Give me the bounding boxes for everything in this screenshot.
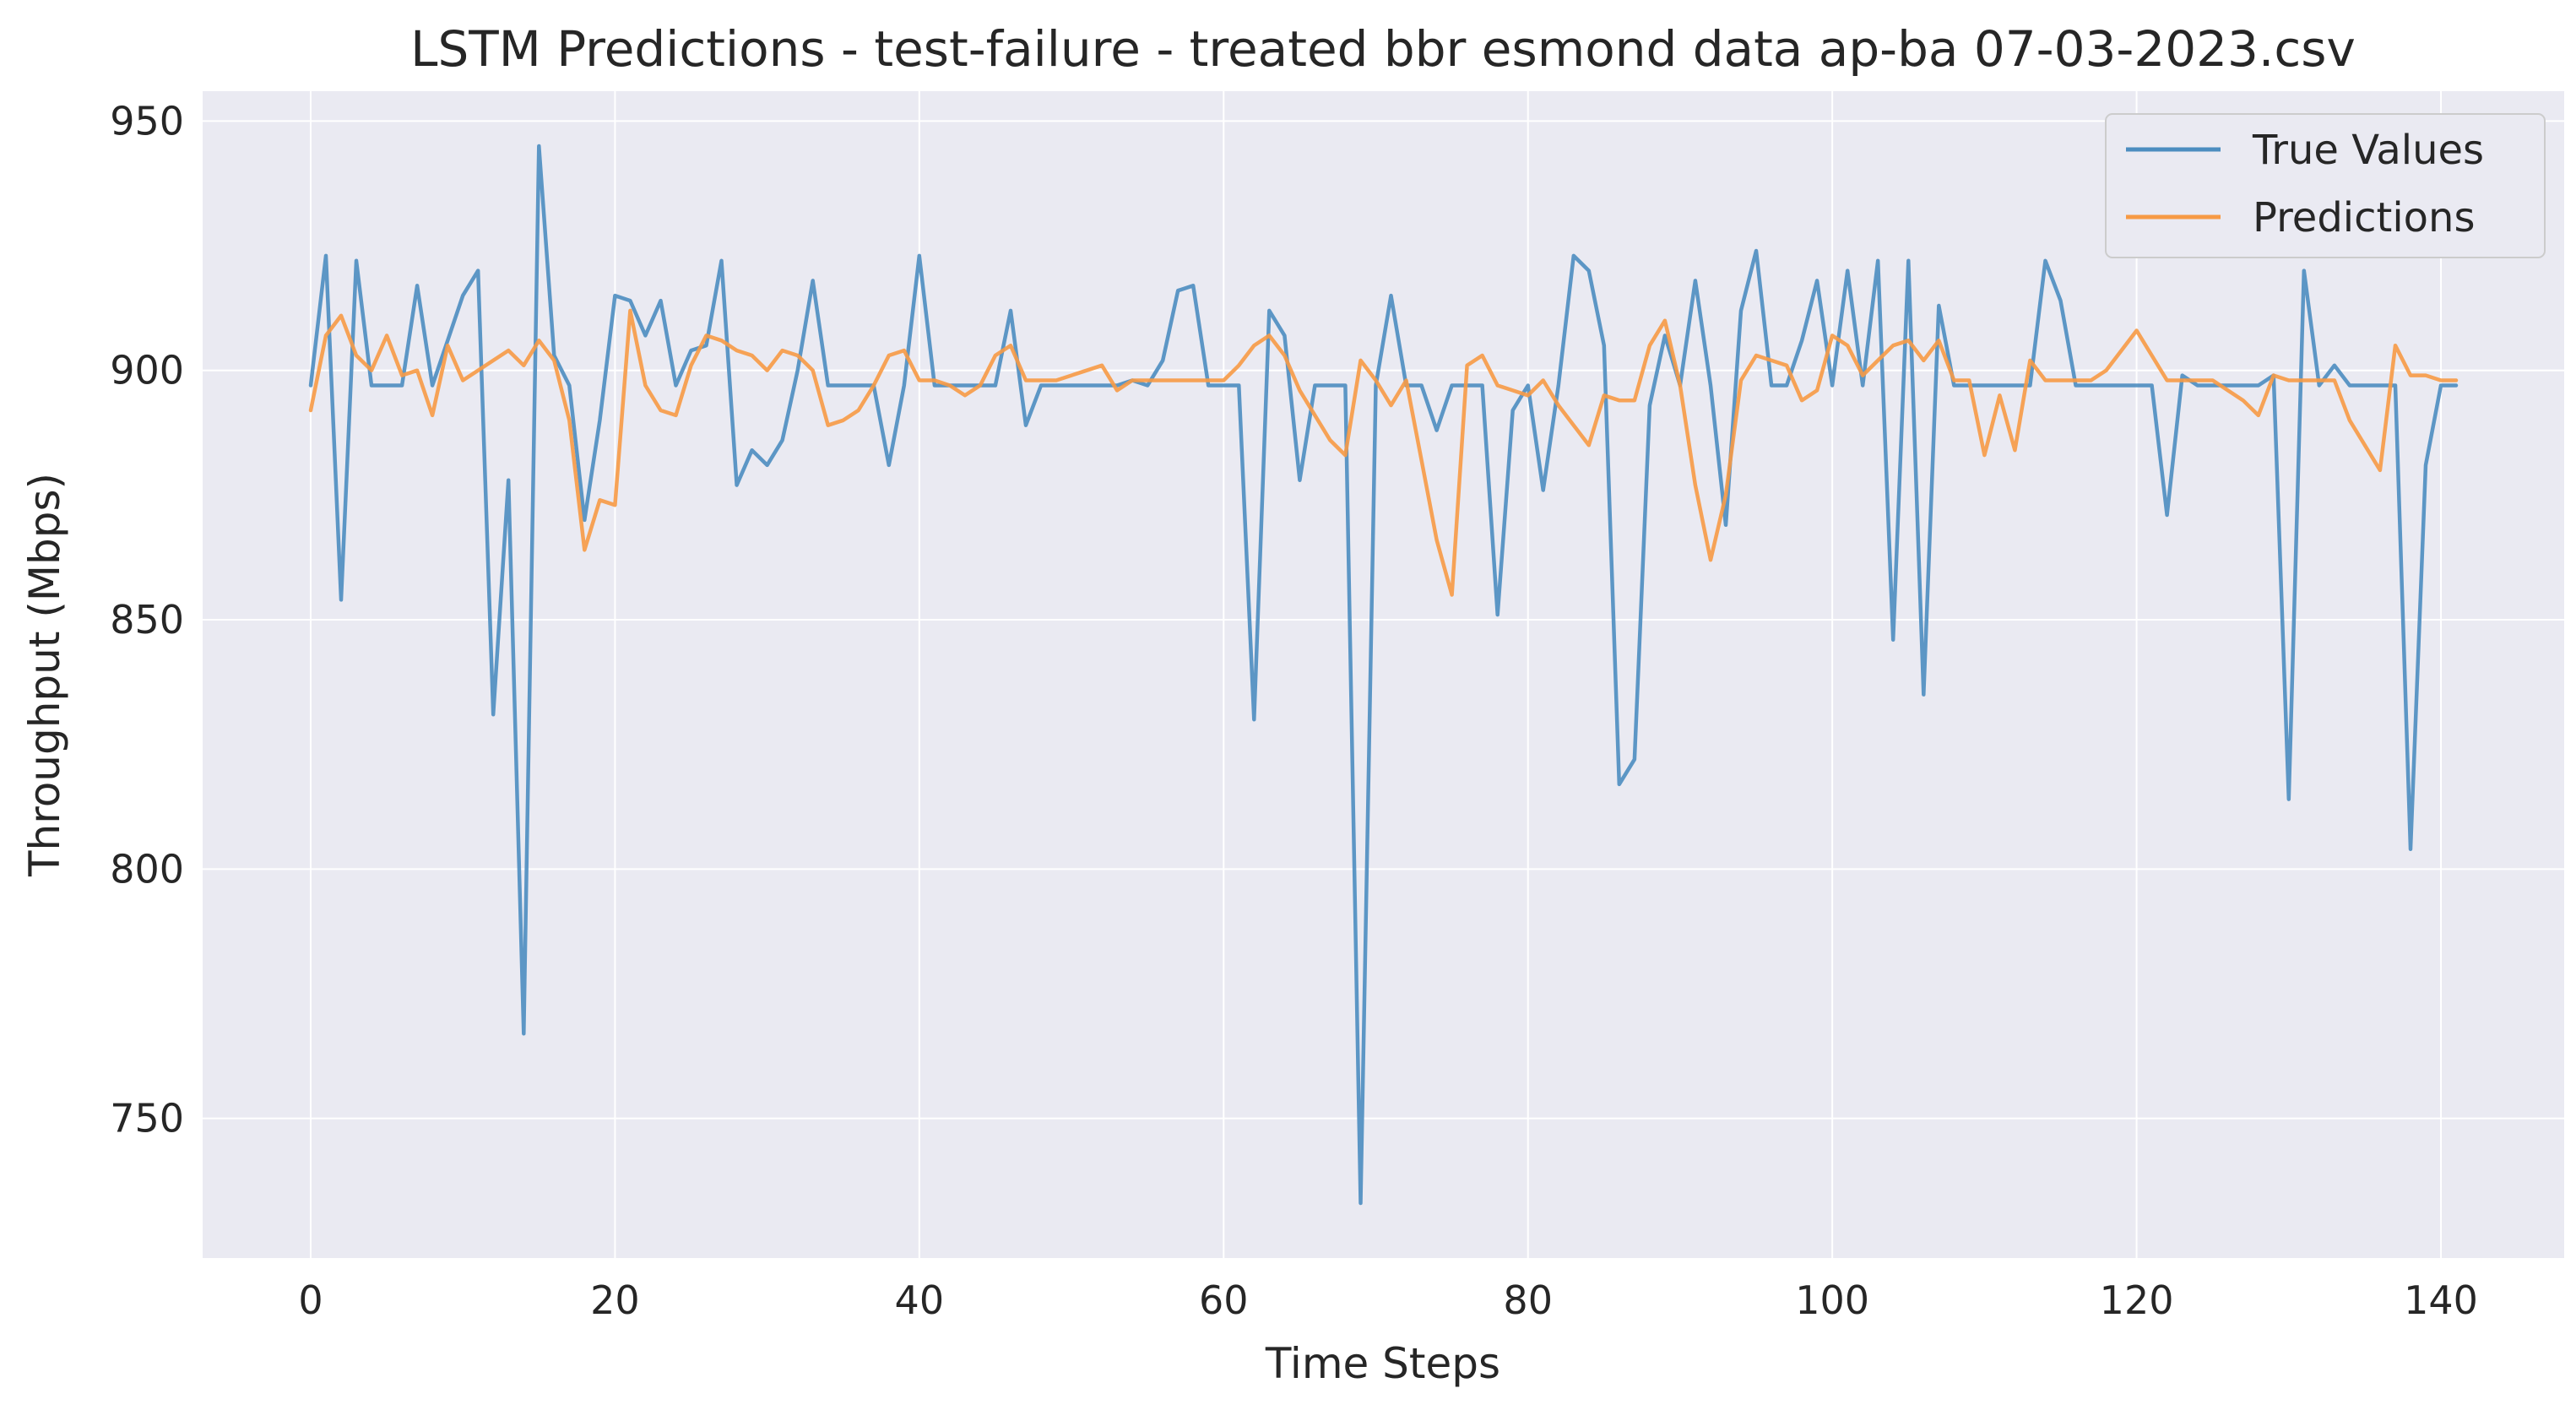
y-tick-label: 950 [110,98,184,144]
tick-labels: 750 800 850 900 950 0 20 40 60 80 100 120 140 [110,98,2478,1323]
x-tick-label: 120 [2100,1277,2174,1323]
chart-title: LSTM Predictions - test-failure - treate… [410,20,2356,78]
y-tick-label: 800 [110,846,184,892]
series-line-true-values [308,144,2459,1206]
x-tick-label: 100 [1795,1277,1869,1323]
legend-label-predictions: Predictions [2253,194,2475,241]
x-tick-label: 20 [590,1277,640,1323]
plot-background [203,91,2564,1258]
y-tick-label: 850 [110,597,184,643]
x-tick-label: 80 [1503,1277,1553,1323]
x-tick-label: 40 [895,1277,945,1323]
x-axis-label: Time Steps [1265,1339,1500,1388]
y-tick-label: 750 [110,1096,184,1142]
x-tick-label: 60 [1199,1277,1249,1323]
series-line-predictions [308,308,2459,597]
x-tick-label: 0 [298,1277,323,1323]
grid [203,91,2564,1258]
legend: True Values Predictions [2105,113,2546,258]
y-axis-label: Throughput (Mbps) [20,473,69,877]
series-lines [308,144,2459,1206]
x-tick-label: 140 [2404,1277,2478,1323]
legend-label-true-values: True Values [2252,127,2484,174]
y-tick-label: 900 [110,348,184,393]
